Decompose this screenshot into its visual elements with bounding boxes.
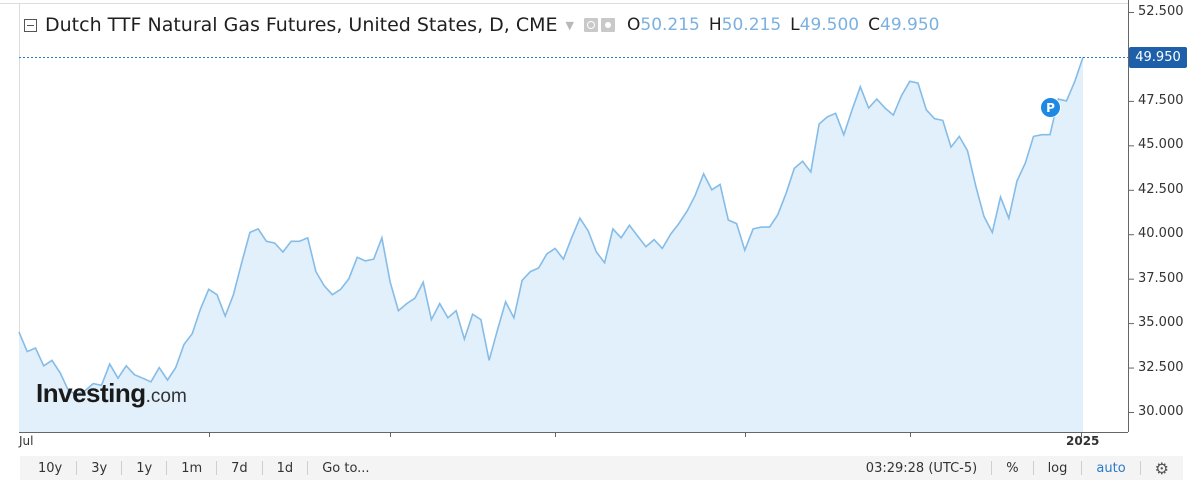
chart-title: Dutch TTF Natural Gas Futures, United St…	[45, 14, 558, 36]
divider	[1139, 461, 1141, 475]
ohlc-close: C49.950	[868, 15, 940, 35]
y-tick-label: 47.500	[1138, 93, 1184, 108]
divider	[76, 461, 78, 475]
divider	[121, 461, 123, 475]
y-tick-label: 52.500	[1138, 4, 1184, 19]
range-1m-button[interactable]: 1m	[181, 460, 203, 476]
range-7d-button[interactable]: 7d	[231, 460, 248, 476]
range-1y-button[interactable]: 1y	[136, 460, 153, 476]
axis-ticks	[209, 12, 1134, 437]
divider	[991, 461, 993, 475]
chevron-down-icon[interactable]: ▼	[565, 18, 574, 32]
divider	[216, 461, 218, 475]
divider	[307, 461, 309, 475]
y-tick-label: 45.000	[1138, 137, 1184, 152]
gear-icon[interactable]: ⚙	[1154, 458, 1169, 478]
auto-scale-toggle[interactable]: auto	[1096, 460, 1126, 476]
series-area	[19, 57, 1083, 433]
y-tick-label: 30.000	[1138, 404, 1184, 419]
investing-logo: Investing.com	[36, 378, 187, 408]
y-tick-label: 35.000	[1138, 315, 1184, 330]
ohlc-open: O50.215	[627, 15, 700, 35]
y-tick-label: 37.500	[1138, 271, 1184, 286]
clock-display[interactable]: 03:29:28 (UTC-5)	[865, 460, 978, 476]
y-tick-label: 42.500	[1138, 182, 1184, 197]
percent-scale-toggle[interactable]: %	[1006, 460, 1019, 476]
chart-toolbar: 10y 3y 1y 1m 7d 1d Go to... 03:29:28 (UT…	[20, 456, 1183, 480]
divider	[1081, 461, 1083, 475]
collapse-legend-button[interactable]	[24, 18, 37, 32]
y-tick-label: 40.000	[1138, 226, 1184, 241]
range-10y-button[interactable]: 10y	[38, 460, 63, 476]
divider	[166, 461, 168, 475]
gear-icon[interactable]	[601, 18, 615, 32]
visibility-icon[interactable]	[584, 18, 598, 32]
x-tick-label: Jul	[19, 434, 34, 448]
ohlc-low: L49.500	[790, 15, 860, 35]
log-scale-toggle[interactable]: log	[1047, 460, 1068, 476]
p-marker-icon[interactable]: P	[1040, 97, 1061, 118]
x-tick-label: 2025	[1066, 434, 1100, 448]
range-3y-button[interactable]: 3y	[91, 460, 108, 476]
range-1d-button[interactable]: 1d	[276, 460, 294, 476]
series-layer	[18, 57, 1084, 433]
chart-legend: Dutch TTF Natural Gas Futures, United St…	[24, 14, 939, 36]
divider	[261, 461, 263, 475]
ohlc-high: H50.215	[708, 15, 782, 35]
series-line	[18, 57, 1084, 396]
y-tick-label: 32.500	[1138, 360, 1184, 375]
goto-button[interactable]: Go to...	[322, 460, 370, 476]
divider	[1032, 461, 1034, 475]
last-price-badge: 49.950	[1129, 47, 1187, 68]
